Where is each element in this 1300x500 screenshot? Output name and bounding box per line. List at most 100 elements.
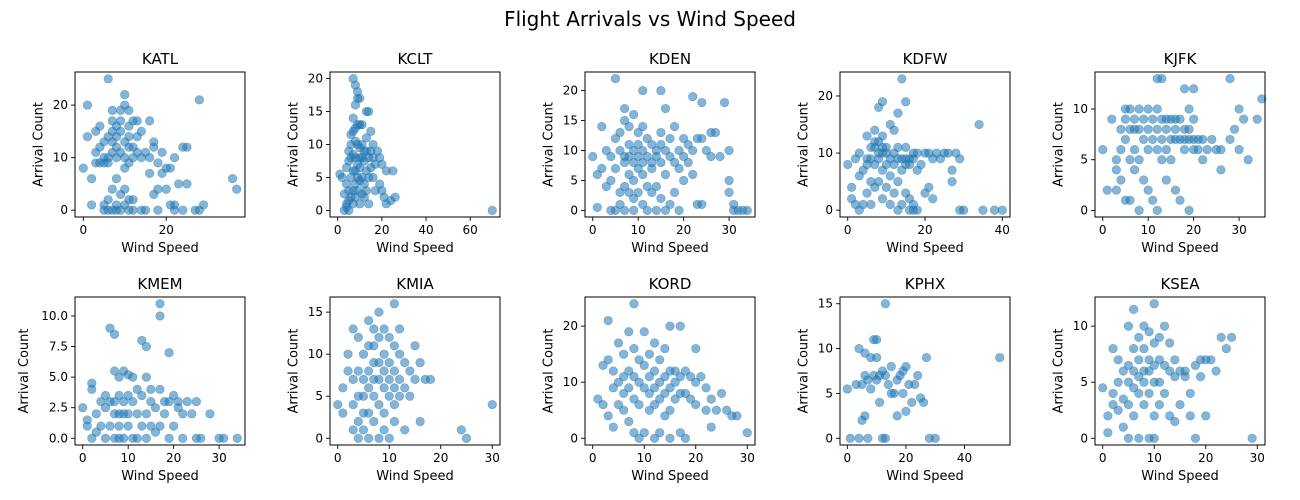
scatter-point (1149, 299, 1159, 309)
scatter-point (1243, 155, 1253, 165)
scatter-point (870, 125, 880, 135)
scatter-point (629, 145, 639, 156)
scatter-point (649, 383, 660, 393)
scatter-point (619, 349, 629, 359)
scatter-point (660, 169, 671, 180)
x-tick-label: 0 (589, 451, 597, 465)
scatter-point (128, 396, 138, 407)
scatter-point (674, 145, 684, 156)
scatter-point (598, 360, 608, 370)
y-tick-label: 10 (563, 143, 578, 157)
scatter-point (358, 425, 369, 435)
y-tick-label: 10 (818, 146, 833, 160)
scatter-point (866, 384, 876, 394)
x-tick-label: 10 (1141, 223, 1156, 237)
scatter-point (885, 199, 895, 210)
scatter-point (1149, 338, 1159, 348)
scatter-point (348, 425, 358, 435)
scatter-point (593, 394, 603, 404)
scatter-point (389, 383, 399, 393)
scatter-point (379, 383, 389, 393)
scatter-point (660, 411, 670, 421)
scatter-point (194, 95, 204, 105)
scatter-point (116, 126, 126, 136)
axes-frame (329, 296, 501, 446)
scatter-point (141, 433, 151, 443)
scatter-point (1108, 400, 1118, 410)
scatter-point (860, 348, 870, 358)
scatter-point (719, 97, 730, 108)
scatter-point (724, 175, 734, 186)
x-tick-label: 20 (688, 451, 703, 465)
scatter-point (1144, 327, 1154, 337)
scatter-point (1257, 94, 1267, 104)
scatter-point (410, 374, 420, 385)
scatter-point (348, 324, 358, 334)
scatter-point (149, 142, 159, 152)
scatter-point (1139, 175, 1149, 185)
x-tick-label: 0 (79, 451, 87, 465)
scatter-point (639, 360, 649, 370)
scatter-point (1134, 104, 1144, 114)
y-axis-label: Arrival Count (796, 102, 811, 187)
scatter-point (1239, 114, 1249, 124)
scatter-point (651, 205, 661, 216)
scatter-point (348, 113, 358, 123)
scatter-point (660, 205, 671, 216)
scatter-point (132, 409, 142, 419)
scatter-point (615, 127, 625, 138)
scatter-point (361, 186, 372, 196)
scatter-point (1113, 355, 1123, 365)
scatter-point (232, 184, 242, 194)
scatter-point (1149, 360, 1159, 370)
scatter-point (866, 199, 876, 210)
scatter-point (854, 343, 864, 354)
y-tick-label: 0 (825, 431, 833, 445)
scatter-point (379, 408, 389, 418)
subplot-grid: KATL 0 20 0 10 20 Wind Speed Arrival Count KCLT 0… (17, 50, 1267, 484)
scatter-point (1116, 144, 1126, 155)
x-axis-label: Wind Speed (631, 469, 709, 484)
scatter-point (665, 383, 675, 393)
scatter-point (613, 338, 624, 348)
scatter-point (1201, 411, 1211, 421)
axes-frame (74, 296, 246, 446)
scatter-point (624, 327, 634, 337)
scatter-point (1111, 155, 1121, 165)
scatter-point (1170, 372, 1180, 382)
y-tick-label: 5 (1080, 153, 1088, 167)
scatter-point (1234, 104, 1244, 114)
scatter-point (1118, 422, 1128, 432)
scatter-point (889, 188, 899, 198)
scatter-point (1103, 411, 1113, 421)
subplot-kmem: KMEM 0 10 20 30 0.0 2.5 5.0 7.5 10.0 Wind Speed Arr… (17, 275, 246, 484)
scatter-point (679, 133, 689, 144)
scatter-point (959, 205, 969, 215)
x-axis-label: Wind Speed (376, 469, 454, 484)
scatter-point (1129, 366, 1139, 376)
scatter-point (608, 422, 618, 432)
scatter-point (1198, 134, 1208, 145)
scatter-point (389, 341, 399, 351)
y-tick-label: 15 (308, 305, 323, 319)
scatter-point (141, 372, 151, 382)
scatter-point (913, 370, 923, 381)
scatter-point (679, 175, 689, 186)
scatter-point (169, 421, 179, 431)
scatter-point (1116, 124, 1126, 134)
scatter-point (649, 433, 660, 443)
x-tick-label: 30 (1231, 223, 1246, 237)
scatter-point (146, 396, 156, 407)
y-axis-label: Arrival Count (17, 329, 32, 414)
scatter-point (629, 428, 639, 438)
scatter-point (1098, 383, 1108, 393)
scatter-point (608, 383, 618, 393)
subplot-title: KMIA (396, 275, 434, 293)
scatter-point (82, 100, 93, 110)
scatter-point (669, 187, 680, 198)
scatter-point (361, 133, 372, 143)
scatter-point (1125, 104, 1135, 114)
scatter-point (128, 372, 138, 382)
scatter-point (1190, 360, 1201, 370)
scatter-point (100, 433, 111, 443)
